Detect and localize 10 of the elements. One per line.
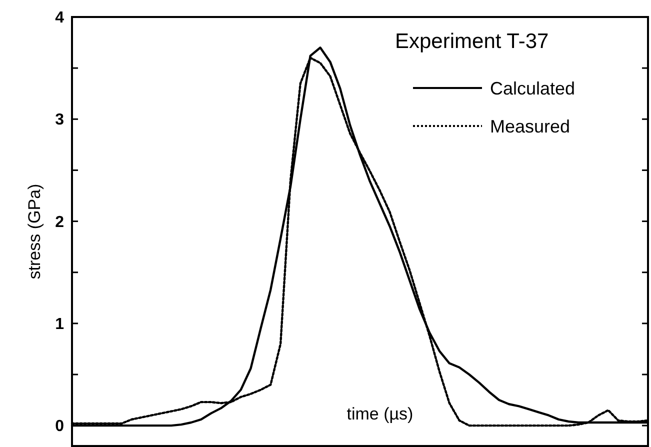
y-tick-label: 3 bbox=[55, 112, 64, 129]
legend-label: Calculated bbox=[490, 78, 576, 98]
x-axis-title: time (µs) bbox=[346, 404, 414, 424]
y-axis-title: stress (GPa) bbox=[25, 184, 44, 280]
y-tick-label: 0 bbox=[55, 418, 64, 436]
y-tick-label: 2 bbox=[55, 214, 64, 231]
legend-label: Measured bbox=[490, 116, 570, 136]
legend-title: Experiment T-37 bbox=[395, 30, 549, 53]
y-tick-label: 1 bbox=[55, 316, 64, 334]
y-tick-label: 4 bbox=[55, 10, 64, 27]
